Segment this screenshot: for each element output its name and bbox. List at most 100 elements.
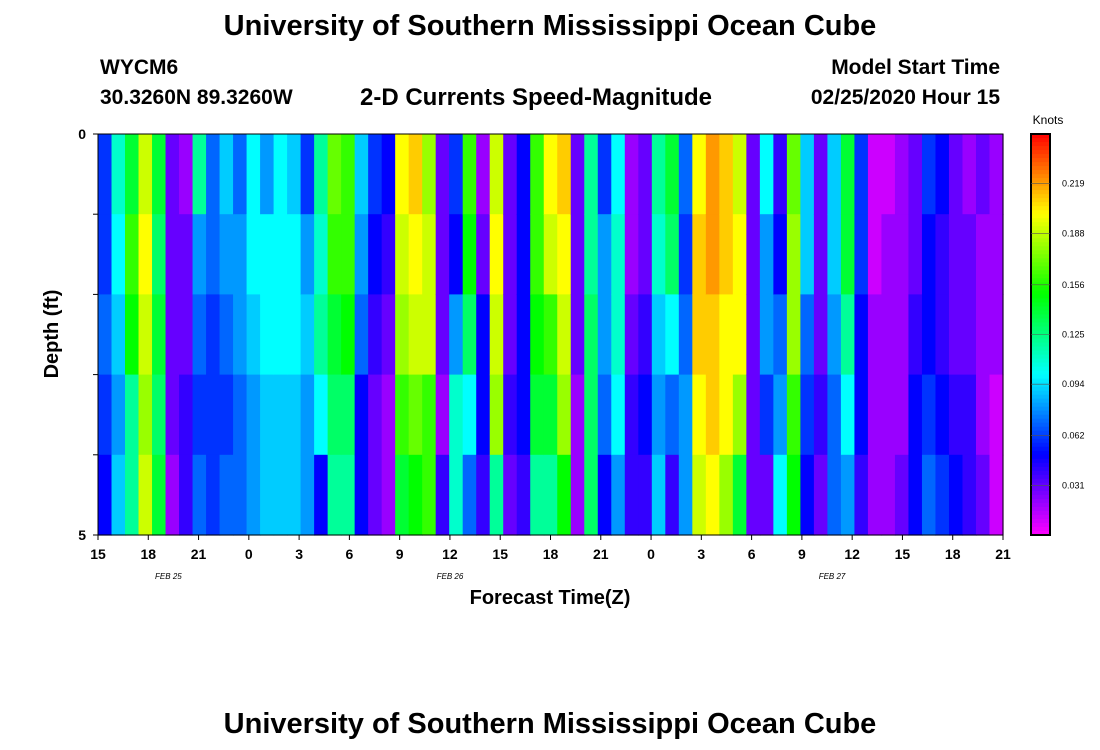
heatmap-cell [611,454,626,536]
heatmap-cell [368,134,383,215]
heatmap-cell [260,214,275,295]
heatmap-cell [341,134,356,215]
colorbar-segment [1031,322,1050,328]
heatmap-cell [179,214,194,295]
heatmap-cell [516,294,531,376]
colorbar-segment [1031,402,1050,408]
heatmap-cell [881,294,896,376]
colorbar-tick-label: 0.156 [1062,280,1085,290]
colorbar-segment [1031,462,1050,468]
heatmap-cell [125,214,140,295]
colorbar-segment [1031,474,1050,480]
colorbar-segment [1031,298,1050,304]
heatmap-cell [908,374,923,456]
x-tick-label: 21 [593,546,609,562]
heatmap-cell [341,454,356,536]
heatmap-cell [152,374,167,456]
colorbar-segment [1031,458,1050,464]
heatmap-cell [179,454,194,536]
colorbar-segment [1031,318,1050,324]
heatmap-cell [192,454,207,536]
heatmap-cell [152,214,167,295]
heatmap-cell [354,134,369,215]
heatmap-cell [962,374,977,456]
colorbar-segment [1031,398,1050,404]
heatmap-cell [773,374,788,456]
heatmap-cell [273,134,288,215]
heatmap-cell [773,134,788,215]
colorbar-tick-label: 0.219 [1062,179,1085,189]
colorbar-segment [1031,346,1050,352]
x-tick-label: 21 [995,546,1011,562]
heatmap-cell [719,134,734,215]
heatmap-cell [705,134,720,215]
heatmap-cell [381,374,396,456]
model-start-label: Model Start Time [831,56,1000,79]
heatmap-cell [962,294,977,376]
heatmap-cell [422,214,437,295]
colorbar-segment [1031,214,1050,219]
heatmap-cell [881,454,896,536]
heatmap-cell [503,214,518,295]
colorbar-segment [1031,370,1050,376]
heatmap-cell [435,294,450,376]
heatmap-cell [638,214,653,295]
heatmap-cell [705,214,720,295]
heatmap-cell [894,214,910,295]
heatmap-cell [854,454,869,536]
heatmap-cell [746,214,761,295]
heatmap-cell [894,374,910,456]
heatmap-cell [746,454,761,536]
heatmap-cell [327,454,342,536]
heatmap-cell [935,134,950,215]
heatmap-cell [840,454,856,536]
heatmap-cell [476,374,491,456]
heatmap-cell [192,294,207,376]
heatmap-cell [516,454,531,536]
x-tick-label: 15 [895,546,911,562]
colorbar-segment [1031,486,1050,492]
heatmap-cell [651,134,666,215]
colorbar-segment [1031,294,1050,300]
heatmap-cell [327,294,342,376]
colorbar-segment [1031,378,1050,384]
heatmap-cell [219,294,234,376]
heatmap-cell [597,374,612,456]
heatmap-cell [300,214,315,295]
heatmap-cell [368,454,383,536]
heatmap-cell [314,454,329,536]
heatmap-cell [746,294,761,376]
heatmap-cell [233,214,248,295]
chart-title: 2-D Currents Speed-Magnitude [360,84,713,111]
heatmap-cell [368,214,383,295]
heatmap-cell [98,454,113,536]
heatmap-cell [732,454,747,536]
heatmap-cell [408,374,423,456]
heatmap-cell [570,214,585,295]
heatmap-cell [557,214,572,295]
colorbar-segment [1031,226,1050,231]
heatmap-cell [975,214,991,295]
heatmap-cell [638,374,653,456]
heatmap-cell [557,454,572,536]
colorbar-segment [1031,230,1050,235]
colorbar-segment [1031,310,1050,316]
x-tick-label: 3 [697,546,705,562]
colorbar-segment [1031,358,1050,364]
heatmap-cell [368,374,383,456]
heatmap-cell [705,374,720,456]
heatmap-cell [476,294,491,376]
colorbar-segment [1031,306,1050,312]
heatmap-cell [125,134,140,215]
colorbar-segment [1031,386,1050,392]
heatmap-cell [813,294,829,376]
colorbar-segment [1031,430,1050,436]
heatmap-cell [570,374,585,456]
heatmap-cell [759,214,774,295]
heatmap-cell [300,454,315,536]
heatmap-cell [624,454,639,536]
heatmap-cell [314,134,329,215]
x-tick-label: 0 [245,546,253,562]
heatmap-cell [827,214,842,295]
heatmap-cell [449,454,464,536]
